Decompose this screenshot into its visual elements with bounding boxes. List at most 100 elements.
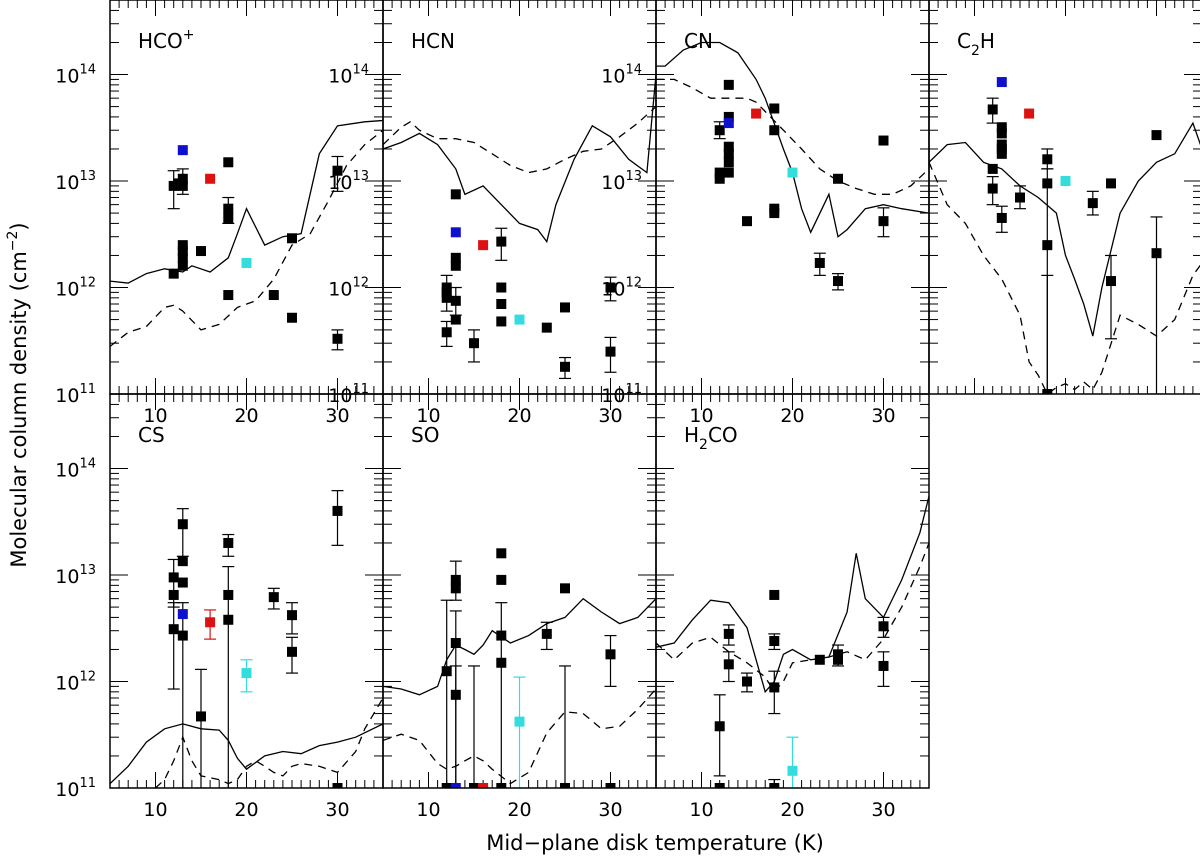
panel-title-tail: H <box>980 29 995 53</box>
y-tick-label: 1012 <box>328 276 369 301</box>
panel-c2h: C2H <box>928 0 1200 395</box>
data-point <box>496 783 507 788</box>
y-axis-label: Molecular column density (cm−2) <box>5 222 31 567</box>
panel-title-main: C <box>957 29 971 53</box>
data-point <box>714 721 725 732</box>
data-point <box>541 322 552 333</box>
y-tick-label-exponent: 12 <box>79 276 96 291</box>
panel-title: CS <box>138 423 165 447</box>
data-point <box>168 624 179 635</box>
model-dashed-line <box>656 78 929 195</box>
data-point <box>996 148 1007 159</box>
model-dashed-line <box>656 542 929 693</box>
y-tick-label-base: 10 <box>601 385 625 407</box>
x-tick-label: 30 <box>598 405 622 427</box>
data-point <box>196 246 206 257</box>
x-tick-label: 30 <box>325 799 349 821</box>
panel-title-tail: CO <box>708 423 738 447</box>
data-point <box>814 654 825 665</box>
data-point <box>496 236 507 247</box>
x-tick-label: 20 <box>507 405 531 427</box>
panel-title: H2CO <box>684 423 738 453</box>
data-point <box>450 252 461 263</box>
y-tick-label-base: 10 <box>328 172 352 194</box>
panel-title-subscript: 2 <box>699 437 708 453</box>
x-tick-label: 10 <box>689 799 713 821</box>
data-point <box>177 252 188 263</box>
data-point <box>1151 130 1162 141</box>
panel-title: C2H <box>957 29 995 59</box>
x-tick-label: 20 <box>780 405 804 427</box>
y-tick-label-base: 10 <box>55 566 79 588</box>
model-dashed-line <box>110 129 383 347</box>
y-tick-label-base: 10 <box>328 385 352 407</box>
data-point <box>332 333 343 344</box>
y-tick-label: 1014 <box>55 457 96 482</box>
data-point <box>833 173 843 184</box>
data-point <box>450 295 461 306</box>
data-point <box>769 103 780 114</box>
data-point <box>196 711 206 722</box>
data-point <box>987 104 998 115</box>
data-point <box>769 589 780 600</box>
y-tick-label-base: 10 <box>55 172 79 194</box>
y-tick-label-base: 10 <box>601 279 625 301</box>
data-point <box>441 783 452 788</box>
y-tick-label-exponent: 11 <box>79 776 96 791</box>
x-tick-label: 20 <box>234 405 258 427</box>
data-point <box>1087 198 1098 209</box>
model-solid-line <box>383 597 656 696</box>
data-point <box>1042 240 1053 251</box>
y-tick-label-base: 10 <box>328 279 352 301</box>
panel-title: SO <box>411 423 439 447</box>
highlighted-point-blue <box>723 118 734 129</box>
data-point <box>769 208 780 219</box>
x-tick-label: 30 <box>598 799 622 821</box>
highlighted-point-blue <box>996 77 1007 88</box>
data-point <box>450 314 461 325</box>
highlighted-point-red <box>1024 108 1035 119</box>
y-tick-label: 1012 <box>55 276 96 301</box>
data-point <box>441 666 452 677</box>
panel-title-main: HCO <box>138 29 183 53</box>
highlighted-point-cyan <box>1060 176 1071 187</box>
y-tick-label-base: 10 <box>55 779 79 801</box>
y-tick-label: 1011 <box>55 382 96 407</box>
panel-title-main: CS <box>138 423 165 447</box>
data-point <box>605 649 616 660</box>
data-point <box>742 216 752 227</box>
highlighted-point-red <box>478 240 489 251</box>
y-tick-label: 1013 <box>328 169 369 194</box>
x-axis-label: Mid−plane disk temperature (K) <box>486 831 824 855</box>
data-point <box>996 128 1007 139</box>
data-point <box>223 589 234 600</box>
data-point <box>1042 154 1053 165</box>
highlighted-point-cyan <box>514 716 525 727</box>
data-point <box>177 240 188 251</box>
data-point <box>168 572 179 583</box>
y-tick-label-base: 10 <box>601 66 625 88</box>
panel-title: HCO+ <box>138 27 194 53</box>
model-dashed-line <box>383 106 656 174</box>
data-point <box>1151 248 1162 259</box>
data-point <box>1106 276 1116 287</box>
data-point <box>223 537 234 548</box>
y-tick-label-base: 10 <box>328 66 352 88</box>
x-tick-label: 30 <box>325 405 349 427</box>
data-point <box>714 173 725 184</box>
y-tick-label-exponent: 12 <box>79 670 96 685</box>
data-point <box>450 260 461 271</box>
data-point <box>268 290 279 301</box>
y-tick-label: 1014 <box>601 63 642 88</box>
data-point <box>168 589 179 600</box>
data-point <box>287 312 297 323</box>
data-point <box>996 122 1007 133</box>
data-point <box>450 189 461 200</box>
panel-title-subscript: 2 <box>971 43 980 59</box>
data-point <box>469 338 479 349</box>
y-tick-label: 1012 <box>601 276 642 301</box>
y-tick-label: 1011 <box>55 776 96 801</box>
panel-title-main: HCN <box>411 29 455 53</box>
